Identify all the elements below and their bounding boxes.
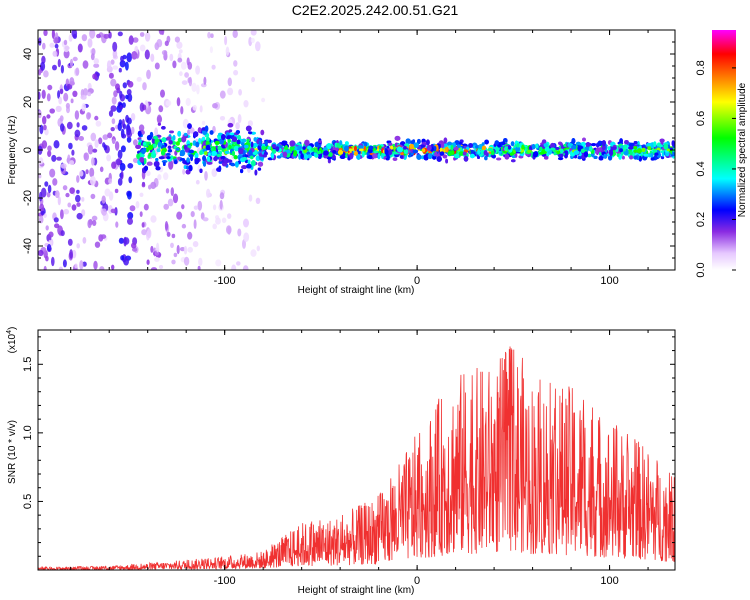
snr-ylabel: SNR (10 * v/v) <box>7 420 18 484</box>
snr-scale-label: (x104) <box>6 327 18 354</box>
snr-ytick: 1.0 <box>22 425 34 440</box>
snr-xlabel: Height of straight line (km) <box>298 585 415 596</box>
spectrogram-xtick: -100 <box>214 275 236 287</box>
snr-xtick: 100 <box>600 575 618 587</box>
snr-series-line <box>38 346 675 570</box>
snr-ytick: 0.5 <box>22 494 34 509</box>
snr-ytick: 1.5 <box>22 357 34 372</box>
spectrogram-ticks: -100 0 100 -40 -20 0 20 40 <box>22 30 675 287</box>
snr-xtick: -100 <box>214 575 236 587</box>
spectrogram-ytick: 20 <box>22 96 34 108</box>
colorbar-label: Normalized spectral amplitude <box>737 82 748 217</box>
spectrogram-data <box>38 30 675 270</box>
spectrogram-xtick: 100 <box>600 275 618 287</box>
page-title: C2E2.2025.242.00.51.G21 <box>291 2 459 18</box>
snr-frame <box>37 329 676 571</box>
colorbar-tick: 0.6 <box>695 111 707 126</box>
spectrogram-ytick: -20 <box>22 190 34 206</box>
colorbar-tick: 0.4 <box>695 161 707 176</box>
spectrogram-ytick: 40 <box>22 48 34 60</box>
colorbar <box>712 30 736 270</box>
spectrogram-ylabel: Frequency (Hz) <box>7 116 18 185</box>
snr-ticks: -100 0 100 0.5 1.0 1.5 <box>22 330 675 587</box>
snr-data <box>38 346 675 570</box>
colorbar-ticks: 0.0 0.2 0.4 0.6 0.8 <box>695 60 736 278</box>
colorbar-tick: 0.0 <box>695 262 707 277</box>
spectrogram-ytick: 0 <box>22 147 34 153</box>
spectrogram-xlabel: Height of straight line (km) <box>298 285 415 296</box>
colorbar-tick: 0.8 <box>695 60 707 75</box>
spectrogram-xtick: 0 <box>414 275 420 287</box>
snr-xtick: 0 <box>414 575 420 587</box>
colorbar-tick: 0.2 <box>695 212 707 227</box>
spectrogram-ytick: -40 <box>22 238 34 254</box>
